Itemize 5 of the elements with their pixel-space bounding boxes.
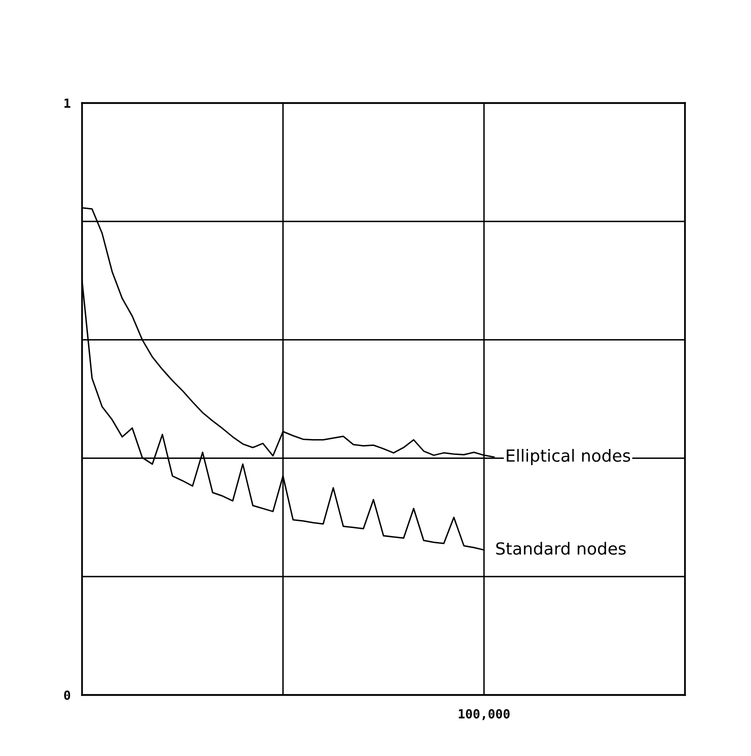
text: 100,000 [458,709,510,720]
series-label: Elliptical nodes [506,448,630,466]
series-label: Standard nodes [496,542,626,555]
y-tick-label: 1 [64,98,70,108]
y-tick-label: 0 [64,690,70,700]
